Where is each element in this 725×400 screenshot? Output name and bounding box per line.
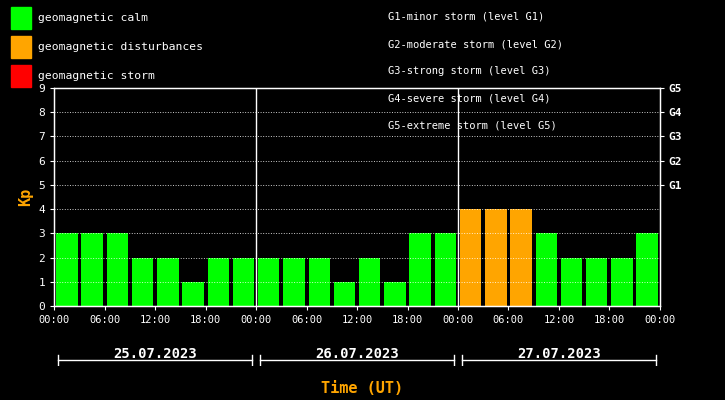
Text: G3-strong storm (level G3): G3-strong storm (level G3) [388, 66, 550, 76]
Bar [309, 258, 330, 306]
Text: 25.07.2023: 25.07.2023 [113, 347, 197, 361]
Bar [560, 258, 582, 306]
Bar [384, 282, 405, 306]
Bar [107, 233, 128, 306]
Bar [183, 282, 204, 306]
Bar [460, 209, 481, 306]
Bar [485, 209, 507, 306]
Text: G4-severe storm (level G4): G4-severe storm (level G4) [388, 93, 550, 103]
Bar [57, 233, 78, 306]
Text: G1-minor storm (level G1): G1-minor storm (level G1) [388, 12, 544, 22]
Bar [207, 258, 229, 306]
Text: Time (UT): Time (UT) [321, 381, 404, 396]
Bar [510, 209, 531, 306]
Bar [637, 233, 658, 306]
Bar [283, 258, 304, 306]
Bar [132, 258, 154, 306]
Bar [410, 233, 431, 306]
Bar [434, 233, 456, 306]
Bar [233, 258, 254, 306]
Text: geomagnetic calm: geomagnetic calm [38, 13, 149, 23]
Bar [157, 258, 178, 306]
Text: geomagnetic disturbances: geomagnetic disturbances [38, 42, 204, 52]
Bar [611, 258, 633, 306]
Y-axis label: Kp: Kp [18, 188, 33, 206]
Bar [258, 258, 280, 306]
Bar [536, 233, 557, 306]
Text: 27.07.2023: 27.07.2023 [517, 347, 601, 361]
Bar [81, 233, 103, 306]
Text: G2-moderate storm (level G2): G2-moderate storm (level G2) [388, 39, 563, 49]
Bar [334, 282, 355, 306]
Bar [359, 258, 381, 306]
Text: 26.07.2023: 26.07.2023 [315, 347, 399, 361]
Bar [586, 258, 608, 306]
Text: geomagnetic storm: geomagnetic storm [38, 72, 155, 82]
Text: G5-extreme storm (level G5): G5-extreme storm (level G5) [388, 121, 557, 130]
